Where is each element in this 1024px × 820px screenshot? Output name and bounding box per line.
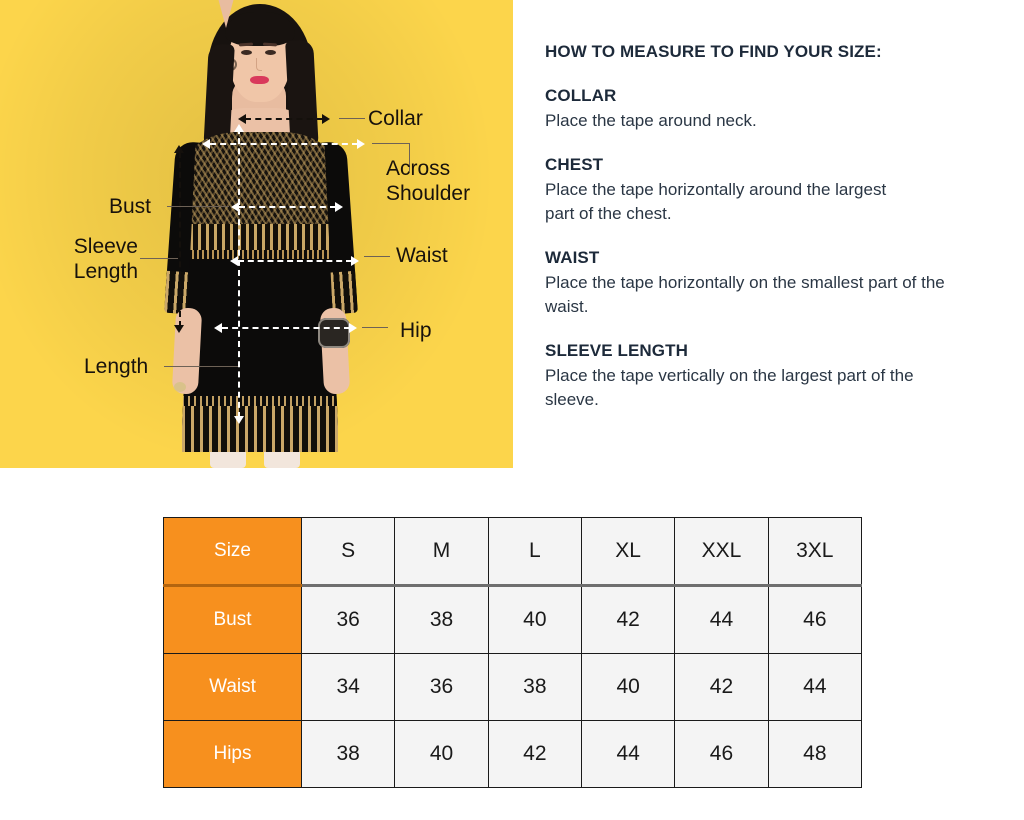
- table-cell-waist-s: 34: [300, 653, 396, 721]
- kurti-hem-print: [182, 406, 338, 452]
- table-header-size-m: M: [394, 517, 489, 587]
- table-cell-hips-3xl: 48: [767, 720, 863, 788]
- across-shoulder-leader-line: [372, 143, 410, 144]
- kurti-band-secondary: [182, 250, 338, 259]
- nose: [256, 58, 262, 71]
- how-to-measure-panel: HOW TO MEASURE TO FIND YOUR SIZE: COLLAR…: [545, 42, 995, 434]
- table-header-size-xxl: XXL: [674, 517, 769, 587]
- table-row-header: Size S M L XL XXL 3XL: [163, 517, 863, 587]
- table-header-size-xl: XL: [580, 517, 676, 587]
- instruction-block-sleeve-length: SLEEVE LENGTH Place the tape vertically …: [545, 341, 995, 412]
- lips: [250, 76, 269, 84]
- instruction-term-collar: COLLAR: [545, 86, 617, 105]
- table-cell-hips-l: 42: [487, 720, 582, 788]
- finger-ring: [174, 382, 186, 392]
- table-cell-waist-3xl: 44: [767, 653, 863, 721]
- table-cell-hips-m: 40: [394, 720, 489, 788]
- kurti-garment: [182, 132, 338, 452]
- label-collar: Collar: [368, 107, 423, 130]
- table-cell-waist-m: 36: [394, 653, 489, 721]
- collar-leader-line: [339, 118, 365, 119]
- label-bust: Bust: [109, 195, 152, 218]
- hip-leader-line: [362, 327, 388, 328]
- sleeve-length-leader-line: [140, 258, 178, 259]
- kurti-waist-band-print: [182, 224, 338, 250]
- kurti-yoke-print: [182, 132, 338, 224]
- instruction-block-chest: CHEST Place the tape horizontally around…: [545, 155, 995, 226]
- table-header-size-s: S: [300, 517, 396, 587]
- size-chart-table-wrapper: Size S M L XL XXL 3XL Bust 36 38 40 42 44 46 Waist 34 36…: [163, 517, 863, 788]
- table-cell-waist-xxl: 42: [674, 653, 769, 721]
- table-cell-bust-m: 38: [394, 585, 489, 654]
- table-cell-bust-s: 36: [300, 585, 396, 654]
- bust-leader-line: [167, 206, 229, 207]
- instruction-desc-chest: Place the tape horizontally around the l…: [545, 180, 887, 223]
- top-section: Collar Across Shoulder Bust Sleeve Lengt…: [0, 0, 995, 468]
- table-cell-hips-xxl: 46: [674, 720, 769, 788]
- instruction-term-sleeve-length: SLEEVE LENGTH: [545, 341, 688, 360]
- table-cell-waist-l: 38: [487, 653, 582, 721]
- size-chart-table: Size S M L XL XXL 3XL Bust 36 38 40 42 44 46 Waist 34 36…: [163, 517, 863, 788]
- eye-right: [265, 50, 276, 55]
- table-header-size-label: Size: [163, 517, 302, 587]
- table-row-label-waist: Waist: [163, 653, 302, 721]
- instruction-desc-collar: Place the tape around neck.: [545, 111, 757, 130]
- waist-leader-line: [364, 256, 390, 257]
- instruction-block-collar: COLLAR Place the tape around neck.: [545, 86, 995, 133]
- table-cell-bust-3xl: 46: [767, 585, 863, 654]
- length-leader-line: [164, 366, 238, 367]
- instruction-desc-waist: Place the tape horizontally on the small…: [545, 273, 945, 316]
- label-sleeve-length: Sleeve Length: [73, 235, 138, 283]
- eye-left: [241, 50, 252, 55]
- label-length: Length: [84, 355, 149, 378]
- label-across-shoulder: Across Shoulder: [386, 157, 471, 205]
- table-row: Bust 36 38 40 42 44 46: [163, 585, 863, 654]
- instruction-desc-sleeve-length: Place the tape vertically on the largest…: [545, 366, 914, 409]
- table-header-size-3xl: 3XL: [767, 517, 863, 587]
- table-row-label-bust: Bust: [163, 585, 302, 654]
- table-cell-bust-xl: 42: [580, 585, 676, 654]
- table-cell-hips-s: 38: [300, 720, 396, 788]
- model-figure-illustration: [146, 0, 374, 468]
- table-row: Hips 38 40 42 44 46 48: [163, 720, 863, 788]
- across-shoulder-leader-vertical: [409, 143, 410, 171]
- label-waist: Waist: [396, 244, 448, 267]
- table-cell-bust-l: 40: [487, 585, 582, 654]
- hair-fringe: [225, 12, 295, 46]
- table-header-size-l: L: [487, 517, 582, 587]
- table-cell-waist-xl: 40: [580, 653, 676, 721]
- instruction-block-waist: WAIST Place the tape horizontally on the…: [545, 248, 995, 319]
- bracelet: [318, 318, 350, 348]
- kurti-hem-top-print: [182, 396, 338, 406]
- table-row-label-hips: Hips: [163, 720, 302, 788]
- table-row: Waist 34 36 38 40 42 44: [163, 653, 863, 721]
- measurement-illustration-panel: Collar Across Shoulder Bust Sleeve Lengt…: [0, 0, 513, 468]
- how-to-measure-heading: HOW TO MEASURE TO FIND YOUR SIZE:: [545, 42, 882, 61]
- table-cell-hips-xl: 44: [580, 720, 676, 788]
- instruction-term-chest: CHEST: [545, 155, 604, 174]
- label-hip: Hip: [400, 319, 432, 342]
- instruction-term-waist: WAIST: [545, 248, 600, 267]
- table-cell-bust-xxl: 44: [674, 585, 769, 654]
